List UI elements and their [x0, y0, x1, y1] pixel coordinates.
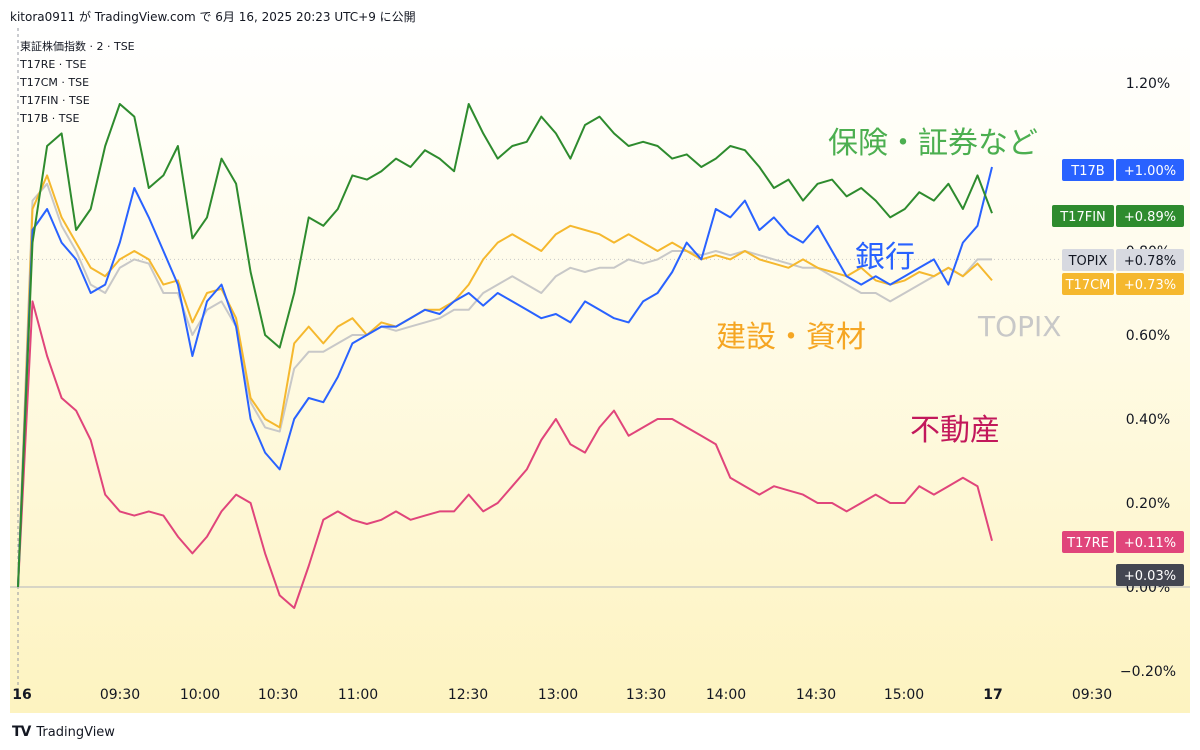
- annotation-insurance: 保険・証券など: [828, 126, 1038, 161]
- price-label-t17fin: T17FIN +0.89%: [1052, 205, 1184, 227]
- tradingview-brand[interactable]: TradingView: [36, 724, 115, 740]
- legend-item-t17b[interactable]: T17B · TSE: [20, 112, 80, 125]
- svg-text:+1.00%: +1.00%: [1124, 164, 1176, 179]
- svg-text:+0.78%: +0.78%: [1124, 254, 1176, 269]
- price-label-t17cm: T17CM +0.73%: [1062, 273, 1184, 295]
- series-line-t17cm: [17, 174, 993, 588]
- svg-text:TOPIX: TOPIX: [1068, 254, 1108, 269]
- svg-text:+0.03%: +0.03%: [1124, 569, 1176, 584]
- annotation-construction: 建設・資材: [716, 320, 866, 355]
- series-line-t17re: [17, 300, 993, 609]
- legend-item-t17re[interactable]: T17RE · TSE: [20, 58, 87, 71]
- x-tick-label: 09:30: [100, 687, 140, 703]
- x-tick-label: 14:00: [706, 687, 746, 703]
- x-tick-label: 14:30: [796, 687, 836, 703]
- legend: 東証株価指数 · 2 · TSE T17RE · TSE T17CM · TSE…: [20, 38, 135, 128]
- price-label-t17b: T17B +1.00%: [1062, 159, 1184, 181]
- x-tick-label: 10:00: [180, 687, 220, 703]
- y-tick-label: 1.20%: [1126, 76, 1170, 92]
- svg-text:T17CM: T17CM: [1065, 278, 1111, 293]
- legend-item-t17fin[interactable]: T17FIN · TSE: [20, 94, 90, 107]
- price-label-t17re: T17RE +0.11%: [1062, 531, 1184, 553]
- price-label-extra: +0.03%: [1116, 564, 1184, 586]
- x-tick-label: 13:30: [626, 687, 666, 703]
- y-tick-label: 0.40%: [1126, 412, 1170, 428]
- svg-text:+0.89%: +0.89%: [1124, 210, 1176, 225]
- y-tick-label: −0.20%: [1120, 664, 1176, 680]
- x-tick-label: 09:30: [1072, 687, 1112, 703]
- annotation-banks: 銀行: [855, 240, 915, 275]
- legend-item-topix[interactable]: 東証株価指数 · 2 · TSE: [20, 40, 135, 53]
- legend-item-t17cm[interactable]: T17CM · TSE: [20, 76, 90, 89]
- series-line-t17b: [17, 166, 993, 588]
- chart-area[interactable]: 1.20%0.80%0.60%0.40%0.20%0.00%−0.20%1609…: [10, 28, 1190, 713]
- x-tick-label: 15:00: [884, 687, 924, 703]
- x-tick-label: 11:00: [338, 687, 378, 703]
- x-tick-label: 13:00: [538, 687, 578, 703]
- svg-text:+0.11%: +0.11%: [1124, 536, 1176, 551]
- series-line-topix: [17, 182, 992, 588]
- tradingview-logo-icon[interactable]: TV: [12, 724, 31, 740]
- svg-text:+0.73%: +0.73%: [1124, 278, 1176, 293]
- x-tick-label: 10:30: [258, 687, 298, 703]
- x-tick-label: 16: [12, 687, 31, 703]
- publish-header: kitora0911 が TradingView.com で 6月 16, 20…: [10, 10, 416, 24]
- price-label-topix: TOPIX +0.78%: [1062, 249, 1184, 271]
- svg-text:T17RE: T17RE: [1066, 536, 1109, 551]
- svg-text:T17FIN: T17FIN: [1059, 210, 1106, 225]
- x-tick-label: 12:30: [448, 687, 488, 703]
- x-tick-label: 17: [983, 687, 1002, 703]
- footer: TV TradingView: [12, 724, 115, 740]
- annotation-topix: TOPIX: [978, 310, 1062, 343]
- y-tick-label: 0.60%: [1126, 328, 1170, 344]
- chart-svg[interactable]: 1.20%0.80%0.60%0.40%0.20%0.00%−0.20%1609…: [10, 28, 1190, 713]
- series-line-t17fin: [17, 103, 993, 588]
- annotation-real-estate: 不動産: [910, 413, 1000, 448]
- y-tick-label: 0.20%: [1126, 496, 1170, 512]
- svg-text:T17B: T17B: [1070, 164, 1104, 179]
